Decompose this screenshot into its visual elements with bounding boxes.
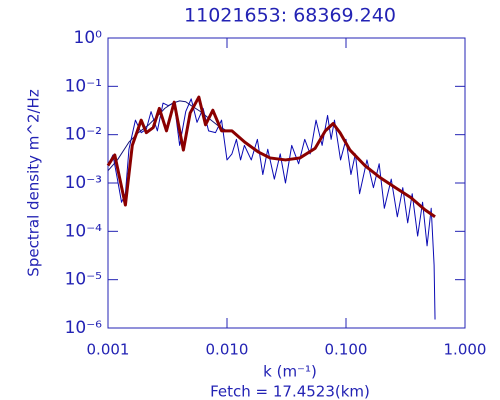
- chart-title: 11021653: 68369.240: [184, 5, 396, 27]
- y-tick-label: 10⁻²: [65, 125, 102, 145]
- y-tick-label: 10⁻⁶: [65, 318, 103, 338]
- x-tick-label: 0.100: [325, 341, 368, 359]
- y-tick-label: 10⁻⁴: [65, 221, 103, 241]
- spectrum-line: [106, 95, 436, 219]
- y-tick-label: 10⁰: [74, 28, 103, 48]
- x-axis-label: k (m⁻¹): [263, 363, 317, 381]
- y-tick-label: 10⁻¹: [65, 76, 102, 96]
- y-tick-label: 10⁻³: [65, 173, 102, 193]
- x-tick-label: 1.000: [444, 341, 487, 359]
- y-tick-label: 10⁻⁵: [65, 270, 102, 290]
- y-axis-label: Spectral density m^2/Hz: [25, 89, 43, 277]
- plot-frame: [107, 37, 466, 329]
- spectrum-line: [107, 100, 228, 171]
- x-tick-label: 0.001: [87, 341, 130, 359]
- spectrum-line: [107, 98, 436, 320]
- annotation: Fetch = 17.4523(km): [210, 383, 370, 400]
- x-tick-label: 0.010: [206, 341, 249, 359]
